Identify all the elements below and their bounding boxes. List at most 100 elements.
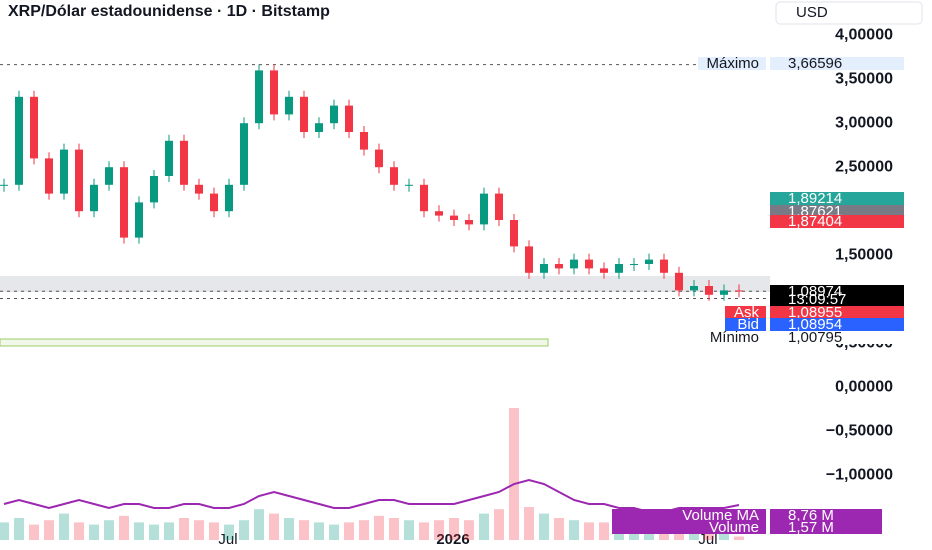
volume-bar <box>599 522 609 540</box>
volume-bar <box>524 507 534 540</box>
y-tick-label: 3,00000 <box>835 114 893 131</box>
price-label: 1,00795 <box>788 329 842 346</box>
currency-button[interactable] <box>775 1 923 25</box>
candle <box>615 264 623 273</box>
volume-bar <box>479 513 489 540</box>
currency[interactable]: USD <box>796 4 828 21</box>
price-label-box <box>770 306 904 319</box>
volume-bar <box>179 518 189 540</box>
volume-bar <box>329 524 339 540</box>
candle <box>270 70 278 115</box>
volume-bar <box>284 518 294 540</box>
candle <box>630 264 638 265</box>
candle <box>645 259 653 264</box>
candle <box>255 70 263 124</box>
volume-bar <box>224 524 234 540</box>
price-label: 1,08974 <box>788 283 842 300</box>
name-box <box>698 57 766 70</box>
volume-bar <box>44 520 54 540</box>
volume-bar <box>134 522 144 540</box>
candle <box>420 184 428 212</box>
candle <box>30 96 38 159</box>
y-tick-label: 4,00000 <box>835 26 893 43</box>
candle <box>690 286 698 291</box>
price-label-name: Ask <box>734 304 760 321</box>
candle <box>210 193 218 212</box>
volume-bar <box>359 520 369 540</box>
price-label-box <box>770 331 904 344</box>
volume-bar <box>449 518 459 540</box>
volume-bar <box>239 520 249 540</box>
volume-bar <box>14 518 24 540</box>
candle <box>75 149 83 212</box>
volume-ma-line <box>3 478 740 513</box>
candle <box>735 290 743 292</box>
price-label-name: Bid <box>737 316 759 333</box>
candle <box>0 184 8 186</box>
zone-box <box>0 338 549 347</box>
candle <box>720 290 728 295</box>
chart-title: XRP/Dólar estadounidense · 1D · Bitstamp <box>8 3 330 20</box>
candle <box>495 193 503 220</box>
candle <box>705 286 713 295</box>
candle <box>165 140 173 176</box>
y-tick-label: 2,50000 <box>835 158 893 175</box>
candle <box>540 264 548 273</box>
price-label: 3,66596 <box>788 55 842 72</box>
candle <box>300 96 308 132</box>
price-label-box <box>770 215 904 228</box>
candle <box>150 176 158 203</box>
candle <box>675 272 683 291</box>
y-tick-label: 1,50000 <box>835 246 893 263</box>
volume-bar <box>404 520 414 540</box>
price-label-box <box>770 318 904 331</box>
price-label: 1,87404 <box>788 213 842 230</box>
volume-label-box <box>770 521 882 534</box>
volume-bar <box>194 520 204 540</box>
name-box <box>725 306 766 319</box>
x-tick-label: Jul <box>698 531 717 548</box>
candle <box>405 184 413 186</box>
volume-bar <box>269 513 279 540</box>
candle <box>135 202 143 238</box>
volume-label-name: Volume MA <box>682 507 759 524</box>
volume-bar <box>434 520 444 540</box>
volume-bar <box>164 522 174 540</box>
candle <box>180 140 188 185</box>
price-label-name: Mínimo <box>710 329 759 346</box>
volume-bar <box>509 408 519 540</box>
candle <box>660 259 668 273</box>
x-tick-label: 2026 <box>436 531 469 548</box>
volume-bar <box>464 520 474 540</box>
candle <box>585 259 593 269</box>
volume-bar <box>254 509 264 540</box>
y-tick-label: 3,50000 <box>835 70 893 87</box>
volume-name-box <box>612 521 766 534</box>
volume-bar <box>149 524 159 540</box>
candle <box>345 105 353 132</box>
candle <box>525 246 533 273</box>
candle <box>450 215 458 220</box>
volume-bar <box>0 522 9 540</box>
candle <box>315 123 323 132</box>
price-label-box <box>770 285 904 307</box>
price-label-box <box>770 57 904 70</box>
volume-bar <box>299 520 309 540</box>
candle <box>45 158 53 194</box>
volume-bar <box>209 522 219 540</box>
candle <box>225 184 233 212</box>
candle <box>15 96 23 185</box>
volume-bar <box>314 522 324 540</box>
candle <box>465 220 473 225</box>
volume-label: 1,57 M <box>788 519 834 536</box>
x-tick-label: Jul <box>218 531 237 548</box>
candle <box>570 259 578 269</box>
volume-bar <box>734 536 744 540</box>
range-zone <box>0 276 770 292</box>
volume-label-box <box>770 509 882 522</box>
countdown: 13:09:57 <box>788 291 846 308</box>
volume-bar <box>554 518 564 540</box>
candle <box>105 167 113 185</box>
